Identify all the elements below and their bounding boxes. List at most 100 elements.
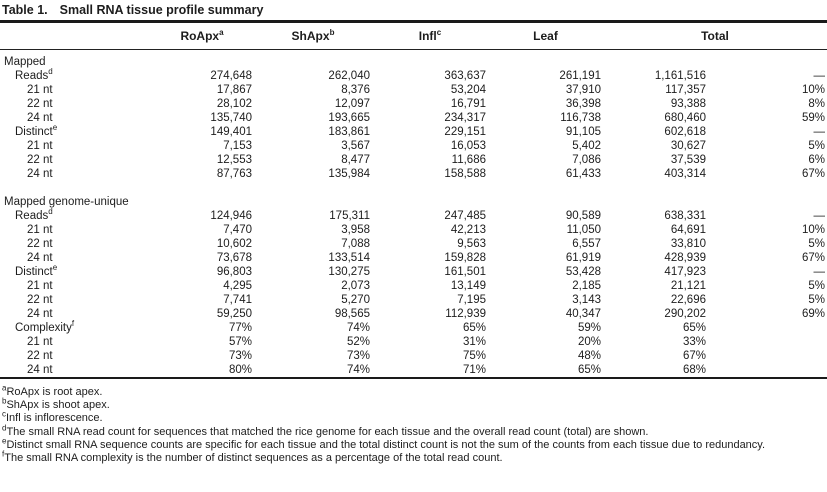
footnote: eDistinct small RNA sequence counts are … <box>2 436 766 451</box>
cell: 159,828 <box>444 252 486 264</box>
cell: 37,910 <box>565 84 601 96</box>
cell: 5,402 <box>572 140 601 152</box>
cell: 9,563 <box>457 238 486 250</box>
cell: 6% <box>808 154 825 166</box>
table-row: Distincte 149,401 183,861 229,151 91,105 602,… <box>0 124 827 139</box>
cell: 10,602 <box>216 238 252 250</box>
cell: 262,040 <box>328 70 370 82</box>
table-row: 24 nt 73,678 133,514 159,828 61,919 428,939 67… <box>0 251 827 265</box>
cell: 59% <box>801 112 825 124</box>
row-label: 24 nt <box>27 308 53 320</box>
cell: 403,314 <box>664 168 706 180</box>
row-label: 22 nt <box>27 294 53 306</box>
cell <box>254 195 372 209</box>
cell: 16,053 <box>450 140 486 152</box>
cell: 73% <box>346 350 370 362</box>
table-row: 24 nt 80% 74% 71% 65% 68% <box>0 363 827 377</box>
cell: 10% <box>801 84 825 96</box>
row-label: Distincte <box>15 263 58 278</box>
cell: 65% <box>577 364 601 376</box>
cell: 96,803 <box>216 266 252 278</box>
table-row: 21 nt 57% 52% 31% 20% 33% <box>0 335 827 349</box>
row-label: Mapped genome-unique <box>4 196 129 208</box>
top-rule <box>0 20 827 23</box>
column-header: ShApxb <box>254 23 372 50</box>
cell: 12,097 <box>334 98 370 110</box>
page-title: Small RNA tissue profile summary <box>59 3 264 17</box>
cell: 74% <box>346 364 370 376</box>
cell <box>708 50 827 70</box>
row-label: 22 nt <box>27 154 53 166</box>
footnote: bShApx is shoot apex. <box>2 396 110 412</box>
cell: — <box>813 126 826 138</box>
cell: 124,946 <box>210 210 252 222</box>
cell <box>372 50 488 70</box>
table-row: Complexityf 77% 74% 65% 59% 65% <box>0 320 827 335</box>
cell: 161,501 <box>444 266 486 278</box>
cell: 7,741 <box>223 294 252 306</box>
cell: 52% <box>346 336 370 348</box>
cell: 67% <box>801 252 825 264</box>
column-header-row: RoApxa ShApxb Inflc Leaf Total <box>0 23 827 50</box>
cell: 59% <box>577 322 601 334</box>
cell: 3,567 <box>341 140 370 152</box>
cell: — <box>813 266 826 278</box>
row-label: 24 nt <box>27 168 53 180</box>
cell: 73% <box>228 350 252 362</box>
cell: 42,213 <box>450 224 486 236</box>
cell: 5,270 <box>341 294 370 306</box>
table-row: 21 nt 4,295 2,073 13,149 2,185 21,121 5% <box>0 279 827 293</box>
cell: 417,923 <box>664 266 706 278</box>
cell: 10% <box>801 224 825 236</box>
cell <box>708 195 827 209</box>
cell: 11,686 <box>451 154 486 166</box>
cell: 7,195 <box>457 294 486 306</box>
cell: 135,984 <box>328 168 370 180</box>
cell: 149,401 <box>210 126 252 138</box>
cell: 65% <box>682 322 706 334</box>
footnote: dThe small RNA read count for sequences … <box>2 422 649 438</box>
cell: 229,151 <box>444 126 486 138</box>
cell: 37,539 <box>670 154 706 166</box>
cell: 33% <box>682 336 706 348</box>
cell: 17,867 <box>216 84 252 96</box>
cell: 428,939 <box>664 252 706 264</box>
bottom-rule <box>0 377 827 379</box>
cell <box>708 349 827 363</box>
column-header: RoApxa <box>150 23 254 50</box>
row-label: 24 nt <box>27 252 53 264</box>
column-header: Leaf <box>488 23 603 50</box>
cell: 31% <box>462 336 486 348</box>
cell: 158,588 <box>444 168 486 180</box>
row-label: 21 nt <box>27 280 53 292</box>
row-label: 21 nt <box>27 84 53 96</box>
cell: 73,678 <box>216 252 252 264</box>
cell <box>708 363 827 377</box>
cell: 117,357 <box>665 84 706 96</box>
cell: 2,073 <box>341 280 370 292</box>
cell: 112,939 <box>445 308 486 320</box>
table-row: Distincte 96,803 130,275 161,501 53,428 417,9… <box>0 263 827 279</box>
cell: 91,105 <box>565 126 601 138</box>
cell: 4,295 <box>223 280 252 292</box>
cell: 80% <box>228 364 252 376</box>
cell: 7,153 <box>223 140 252 152</box>
cell: 175,311 <box>329 210 370 222</box>
cell: 74% <box>346 322 370 334</box>
cell: 64,691 <box>670 224 706 236</box>
cell <box>603 50 708 70</box>
cell: 71% <box>462 364 486 376</box>
footnotes: aRoApx is root apex. bShApx is shoot apex… <box>0 384 827 465</box>
row-label-header <box>0 23 150 50</box>
cell: 33,810 <box>670 238 706 250</box>
row-label: 24 nt <box>27 364 53 376</box>
cell: 135,740 <box>210 112 252 124</box>
row-label: Mapped <box>4 56 46 68</box>
cell: 57% <box>228 336 252 348</box>
cell: 183,861 <box>328 126 370 138</box>
cell: 40,347 <box>565 308 601 320</box>
cell <box>603 195 708 209</box>
cell: 680,460 <box>664 112 706 124</box>
cell <box>488 195 603 209</box>
